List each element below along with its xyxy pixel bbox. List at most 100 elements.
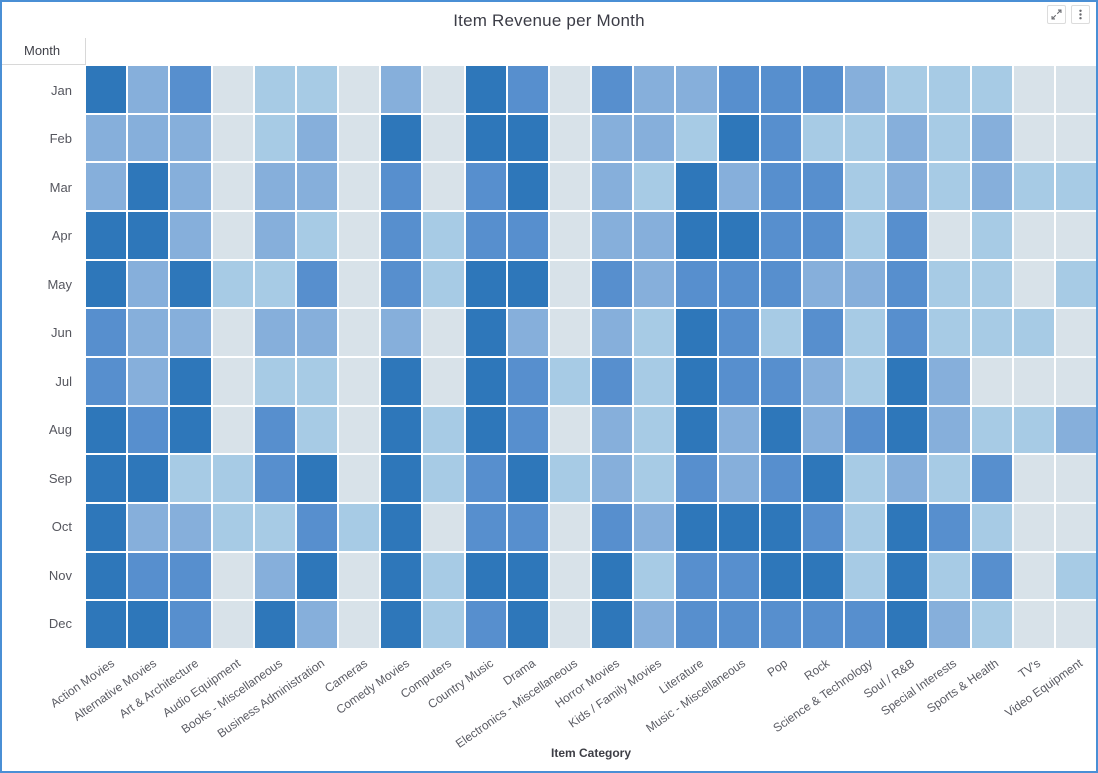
heatmap-cell[interactable] — [929, 504, 970, 551]
heatmap-cell[interactable] — [634, 66, 675, 113]
heatmap-cell[interactable] — [381, 552, 422, 600]
heatmap-cell[interactable] — [887, 455, 928, 502]
heatmap-cell[interactable] — [971, 552, 1012, 600]
heatmap-cell[interactable] — [339, 601, 380, 648]
heatmap-cell[interactable] — [170, 309, 211, 356]
heatmap-cell[interactable] — [465, 406, 506, 454]
heatmap-cell[interactable] — [676, 66, 717, 113]
heatmap-cell[interactable] — [296, 66, 337, 113]
heatmap-cell[interactable] — [423, 163, 464, 210]
heatmap-cell[interactable] — [634, 504, 675, 551]
heatmap-cell[interactable] — [86, 260, 127, 308]
heatmap-cell[interactable] — [170, 552, 211, 600]
heatmap-cell[interactable] — [339, 455, 380, 502]
heatmap-cell[interactable] — [887, 309, 928, 356]
heatmap-cell[interactable] — [296, 114, 337, 162]
heatmap-cell[interactable] — [254, 504, 295, 551]
heatmap-cell[interactable] — [339, 163, 380, 210]
heatmap-cell[interactable] — [254, 260, 295, 308]
heatmap-cell[interactable] — [718, 552, 759, 600]
heatmap-cell[interactable] — [128, 504, 169, 551]
heatmap-cell[interactable] — [676, 309, 717, 356]
heatmap-cell[interactable] — [929, 358, 970, 405]
heatmap-cell[interactable] — [929, 552, 970, 600]
heatmap-cell[interactable] — [971, 66, 1012, 113]
heatmap-cell[interactable] — [254, 358, 295, 405]
heatmap-cell[interactable] — [212, 260, 253, 308]
heatmap-cell[interactable] — [592, 358, 633, 405]
heatmap-cell[interactable] — [760, 66, 801, 113]
heatmap-cell[interactable] — [1013, 455, 1054, 502]
heatmap-cell[interactable] — [296, 309, 337, 356]
heatmap-cell[interactable] — [1055, 309, 1096, 356]
heatmap-cell[interactable] — [634, 455, 675, 502]
heatmap-cell[interactable] — [465, 309, 506, 356]
heatmap-cell[interactable] — [971, 309, 1012, 356]
heatmap-cell[interactable] — [887, 552, 928, 600]
heatmap-cell[interactable] — [128, 212, 169, 259]
heatmap-cell[interactable] — [381, 163, 422, 210]
heatmap-cell[interactable] — [549, 212, 590, 259]
heatmap-cell[interactable] — [718, 309, 759, 356]
heatmap-cell[interactable] — [423, 260, 464, 308]
heatmap-cell[interactable] — [802, 358, 843, 405]
heatmap-cell[interactable] — [971, 114, 1012, 162]
heatmap-cell[interactable] — [381, 455, 422, 502]
heatmap-cell[interactable] — [971, 601, 1012, 648]
heatmap-cell[interactable] — [86, 114, 127, 162]
heatmap-cell[interactable] — [296, 455, 337, 502]
heatmap-cell[interactable] — [170, 601, 211, 648]
heatmap-cell[interactable] — [507, 163, 548, 210]
kebab-menu-icon[interactable] — [1071, 5, 1090, 24]
heatmap-cell[interactable] — [296, 601, 337, 648]
heatmap-cell[interactable] — [507, 212, 548, 259]
heatmap-cell[interactable] — [845, 406, 886, 454]
heatmap-cell[interactable] — [381, 260, 422, 308]
heatmap-cell[interactable] — [676, 504, 717, 551]
heatmap-cell[interactable] — [507, 260, 548, 308]
heatmap-cell[interactable] — [549, 406, 590, 454]
heatmap-cell[interactable] — [254, 66, 295, 113]
heatmap-cell[interactable] — [929, 455, 970, 502]
heatmap-cell[interactable] — [212, 358, 253, 405]
heatmap-cell[interactable] — [549, 163, 590, 210]
heatmap-cell[interactable] — [296, 212, 337, 259]
heatmap-cell[interactable] — [887, 504, 928, 551]
heatmap-cell[interactable] — [128, 552, 169, 600]
heatmap-cell[interactable] — [212, 309, 253, 356]
heatmap-cell[interactable] — [802, 163, 843, 210]
heatmap-cell[interactable] — [592, 66, 633, 113]
heatmap-cell[interactable] — [339, 552, 380, 600]
heatmap-cell[interactable] — [128, 66, 169, 113]
heatmap-cell[interactable] — [802, 504, 843, 551]
heatmap-cell[interactable] — [423, 114, 464, 162]
heatmap-cell[interactable] — [549, 504, 590, 551]
heatmap-cell[interactable] — [929, 163, 970, 210]
heatmap-cell[interactable] — [296, 406, 337, 454]
heatmap-cell[interactable] — [423, 504, 464, 551]
heatmap-cell[interactable] — [128, 406, 169, 454]
heatmap-cell[interactable] — [676, 163, 717, 210]
heatmap-cell[interactable] — [423, 406, 464, 454]
heatmap-cell[interactable] — [507, 504, 548, 551]
heatmap-cell[interactable] — [1055, 358, 1096, 405]
heatmap-cell[interactable] — [676, 406, 717, 454]
heatmap-cell[interactable] — [802, 260, 843, 308]
heatmap-cell[interactable] — [339, 66, 380, 113]
heatmap-cell[interactable] — [170, 260, 211, 308]
heatmap-cell[interactable] — [423, 552, 464, 600]
heatmap-cell[interactable] — [423, 358, 464, 405]
heatmap-cell[interactable] — [760, 309, 801, 356]
heatmap-cell[interactable] — [86, 601, 127, 648]
heatmap-cell[interactable] — [339, 504, 380, 551]
heatmap-cell[interactable] — [760, 455, 801, 502]
heatmap-cell[interactable] — [381, 601, 422, 648]
heatmap-cell[interactable] — [128, 358, 169, 405]
heatmap-cell[interactable] — [634, 260, 675, 308]
heatmap-cell[interactable] — [676, 260, 717, 308]
heatmap-cell[interactable] — [86, 504, 127, 551]
heatmap-cell[interactable] — [971, 406, 1012, 454]
heatmap-cell[interactable] — [296, 552, 337, 600]
heatmap-cell[interactable] — [507, 406, 548, 454]
heatmap-cell[interactable] — [592, 504, 633, 551]
